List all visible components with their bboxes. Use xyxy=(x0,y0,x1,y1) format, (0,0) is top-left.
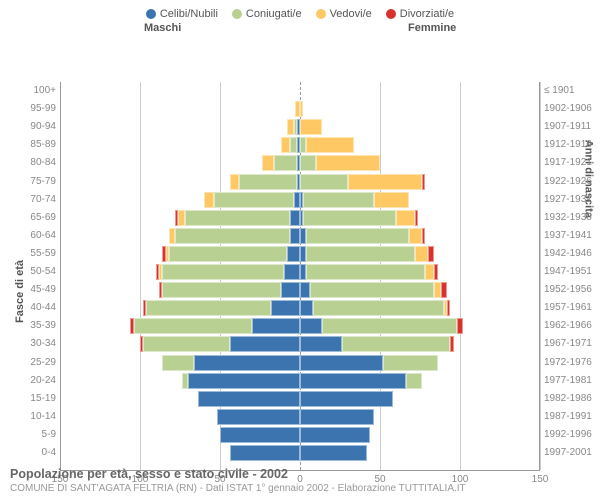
legend-item: Coniugati/e xyxy=(232,8,302,20)
legend-item: Vedovi/e xyxy=(316,8,372,20)
birth-label: 1982-1986 xyxy=(544,393,598,404)
age-label: 15-19 xyxy=(22,393,56,404)
legend-item: Divorziati/e xyxy=(386,8,454,20)
legend-label: Divorziati/e xyxy=(400,8,454,20)
age-label: 60-64 xyxy=(22,230,56,241)
birth-label: 1932-1936 xyxy=(544,212,598,223)
legend-swatch xyxy=(232,9,242,19)
legend-swatch xyxy=(386,9,396,19)
age-label: 10-14 xyxy=(22,411,56,422)
age-label: 65-69 xyxy=(22,212,56,223)
legend-swatch xyxy=(316,9,326,19)
age-label: 90-94 xyxy=(22,121,56,132)
age-label: 95-99 xyxy=(22,103,56,114)
age-label: 55-59 xyxy=(22,248,56,259)
legend-label: Vedovi/e xyxy=(330,8,372,20)
birth-label: 1972-1976 xyxy=(544,357,598,368)
birth-label: ≤ 1901 xyxy=(544,85,598,96)
age-label: 100+ xyxy=(22,85,56,96)
age-label: 70-74 xyxy=(22,194,56,205)
age-label: 30-34 xyxy=(22,338,56,349)
birth-label: 1947-1951 xyxy=(544,266,598,277)
chart-subtitle: COMUNE DI SANT'AGATA FELTRIA (RN) - Dati… xyxy=(10,483,466,494)
age-label: 50-54 xyxy=(22,266,56,277)
age-label: 25-29 xyxy=(22,357,56,368)
age-label: 45-49 xyxy=(22,284,56,295)
footer: Popolazione per età, sesso e stato civil… xyxy=(10,467,466,494)
legend-label: Coniugati/e xyxy=(246,8,302,20)
header-male: Maschi xyxy=(144,22,181,34)
legend-label: Celibi/Nubili xyxy=(160,8,218,20)
birth-label: 1912-1916 xyxy=(544,139,598,150)
birth-label: 1952-1956 xyxy=(544,284,598,295)
birth-label: 1917-1921 xyxy=(544,157,598,168)
age-label: 75-79 xyxy=(22,176,56,187)
x-tick: 150 xyxy=(532,474,549,485)
birth-label: 1962-1966 xyxy=(544,320,598,331)
birth-label: 1937-1941 xyxy=(544,230,598,241)
legend-item: Celibi/Nubili xyxy=(146,8,218,20)
chart-title: Popolazione per età, sesso e stato civil… xyxy=(10,467,466,481)
birth-label: 1942-1946 xyxy=(544,248,598,259)
header-female: Femmine xyxy=(408,22,456,34)
birth-label: 1992-1996 xyxy=(544,429,598,440)
age-label: 85-89 xyxy=(22,139,56,150)
birth-label: 1987-1991 xyxy=(544,411,598,422)
age-label: 80-84 xyxy=(22,157,56,168)
birth-label: 1967-1971 xyxy=(544,338,598,349)
column-headers: Maschi Femmine xyxy=(0,22,600,38)
birth-label: 1957-1961 xyxy=(544,302,598,313)
birth-label: 1922-1926 xyxy=(544,176,598,187)
birth-label: 1997-2001 xyxy=(544,447,598,458)
age-label: 5-9 xyxy=(22,429,56,440)
age-label: 40-44 xyxy=(22,302,56,313)
age-label: 20-24 xyxy=(22,375,56,386)
birth-label: 1977-1981 xyxy=(544,375,598,386)
legend-swatch xyxy=(146,9,156,19)
birth-label: 1902-1906 xyxy=(544,103,598,114)
legend: Celibi/Nubili Coniugati/e Vedovi/e Divorzia… xyxy=(0,0,600,22)
age-label: 35-39 xyxy=(22,320,56,331)
age-label: 0-4 xyxy=(22,447,56,458)
birth-label: 1907-1911 xyxy=(544,121,598,132)
birth-label: 1927-1931 xyxy=(544,194,598,205)
